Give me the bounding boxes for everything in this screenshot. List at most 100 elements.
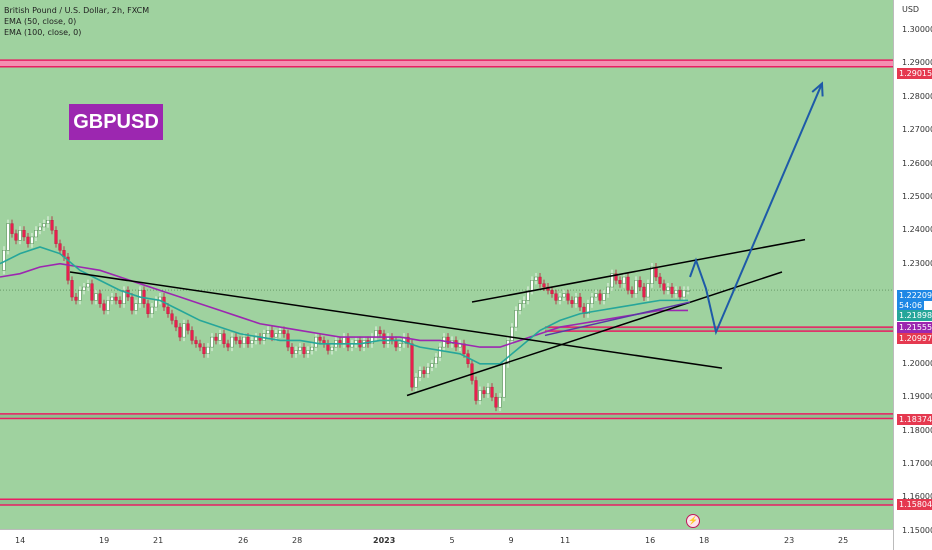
candle-body bbox=[482, 390, 486, 395]
price-tag: 54:06 bbox=[897, 300, 925, 311]
x-tick-label: 21 bbox=[153, 536, 164, 545]
candle-body bbox=[82, 286, 86, 291]
candle-body bbox=[314, 336, 318, 348]
y-tick-label: 1.16000 bbox=[902, 492, 932, 502]
candle-body bbox=[274, 333, 278, 338]
lightning-event-icon[interactable]: ⚡ bbox=[686, 514, 700, 528]
candle-body bbox=[190, 330, 194, 341]
candle-body bbox=[226, 343, 230, 348]
y-tick-label: 1.29000 bbox=[902, 58, 932, 68]
candle-body bbox=[506, 340, 510, 364]
candle-body bbox=[666, 286, 670, 291]
candle-body bbox=[66, 256, 70, 281]
zone-1 bbox=[0, 413, 893, 419]
zone-3 bbox=[545, 327, 893, 332]
candle-body bbox=[550, 290, 554, 294]
candle-body bbox=[594, 293, 598, 298]
candle-body bbox=[618, 280, 622, 284]
candle-body bbox=[642, 286, 646, 298]
trendline-0 bbox=[69, 271, 723, 369]
candle-body bbox=[218, 333, 222, 341]
candle-body bbox=[602, 293, 606, 301]
trendline-2 bbox=[471, 238, 806, 303]
ema50-line bbox=[0, 246, 688, 365]
candle-body bbox=[442, 336, 446, 348]
y-tick-label: 1.27000 bbox=[902, 125, 932, 135]
candle-body bbox=[206, 346, 210, 354]
x-axis[interactable]: 14 19 21 26 28 2023 5 9 11 16 18 23 25 bbox=[0, 529, 893, 550]
candle-body bbox=[118, 300, 122, 304]
candle-body bbox=[414, 376, 418, 388]
candle-body bbox=[638, 280, 642, 288]
candle-body bbox=[22, 230, 26, 238]
candle-body bbox=[42, 223, 46, 228]
candle-body bbox=[18, 230, 22, 241]
candle-body bbox=[566, 293, 570, 301]
candle-body bbox=[670, 286, 674, 294]
candle-body bbox=[254, 336, 258, 341]
candle-body bbox=[430, 363, 434, 368]
candle-body bbox=[382, 333, 386, 344]
x-tick-label: 5 bbox=[449, 536, 455, 545]
candle-body bbox=[26, 236, 30, 244]
candle-body bbox=[146, 303, 150, 314]
candle-body bbox=[606, 286, 610, 294]
candle-body bbox=[134, 303, 138, 311]
price-tag: 1.20997 bbox=[897, 333, 932, 344]
legend-title: British Pound / U.S. Dollar, 2h, FXCM bbox=[4, 6, 150, 15]
candle-body bbox=[10, 223, 14, 234]
projection-path bbox=[689, 83, 823, 336]
candle-body bbox=[246, 336, 250, 344]
candle-body bbox=[578, 296, 582, 308]
candle-body bbox=[378, 330, 382, 334]
y-axis[interactable]: USD 1.30000 1.29000 1.28000 1.27000 1.26000 1… bbox=[893, 0, 932, 550]
x-tick-label: 23 bbox=[784, 536, 795, 545]
candle-body bbox=[214, 336, 218, 341]
candle-body bbox=[326, 343, 330, 351]
y-tick-label: 1.25000 bbox=[902, 191, 932, 201]
candle-body bbox=[498, 396, 502, 408]
candle-body bbox=[678, 290, 682, 298]
candle-body bbox=[674, 290, 678, 294]
candle-body bbox=[78, 290, 82, 301]
candle-body bbox=[94, 293, 98, 301]
candle-body bbox=[174, 320, 178, 328]
price-tag: 1.21555 bbox=[897, 322, 932, 333]
candle-body bbox=[478, 390, 482, 401]
candle-body bbox=[106, 300, 110, 311]
candle-body bbox=[426, 366, 430, 375]
candle-body bbox=[50, 220, 54, 231]
candle-body bbox=[558, 296, 562, 301]
candle-body bbox=[330, 346, 334, 351]
candle-body bbox=[526, 290, 530, 301]
candle-body bbox=[346, 336, 350, 348]
candle-body bbox=[178, 326, 182, 338]
candle-body bbox=[614, 273, 618, 281]
candle-body bbox=[630, 290, 634, 294]
candle-body bbox=[542, 283, 546, 288]
chart-legend: British Pound / U.S. Dollar, 2h, FXCM EM… bbox=[4, 5, 149, 38]
candle-body bbox=[494, 396, 498, 408]
trendline-3 bbox=[544, 301, 691, 337]
candle-body bbox=[622, 276, 626, 284]
candle-body bbox=[58, 243, 62, 251]
candle-body bbox=[38, 226, 42, 231]
candle-body bbox=[34, 230, 38, 238]
candle-body bbox=[370, 336, 374, 344]
candle-body bbox=[234, 336, 238, 341]
candle-body bbox=[270, 330, 274, 338]
candle-body bbox=[398, 343, 402, 348]
candle-body bbox=[318, 336, 322, 341]
candle-body bbox=[54, 230, 58, 244]
zone-0 bbox=[0, 60, 893, 67]
candle-body bbox=[202, 346, 206, 354]
x-tick-label: 26 bbox=[238, 536, 249, 545]
x-tick-label: 19 bbox=[99, 536, 110, 545]
projection-arrowhead bbox=[811, 81, 824, 97]
candle-body bbox=[194, 340, 198, 344]
price-tag: 1.22209 bbox=[897, 290, 932, 301]
chart-svg[interactable] bbox=[0, 0, 893, 529]
candle-body bbox=[418, 370, 422, 378]
candle-body bbox=[410, 343, 414, 388]
